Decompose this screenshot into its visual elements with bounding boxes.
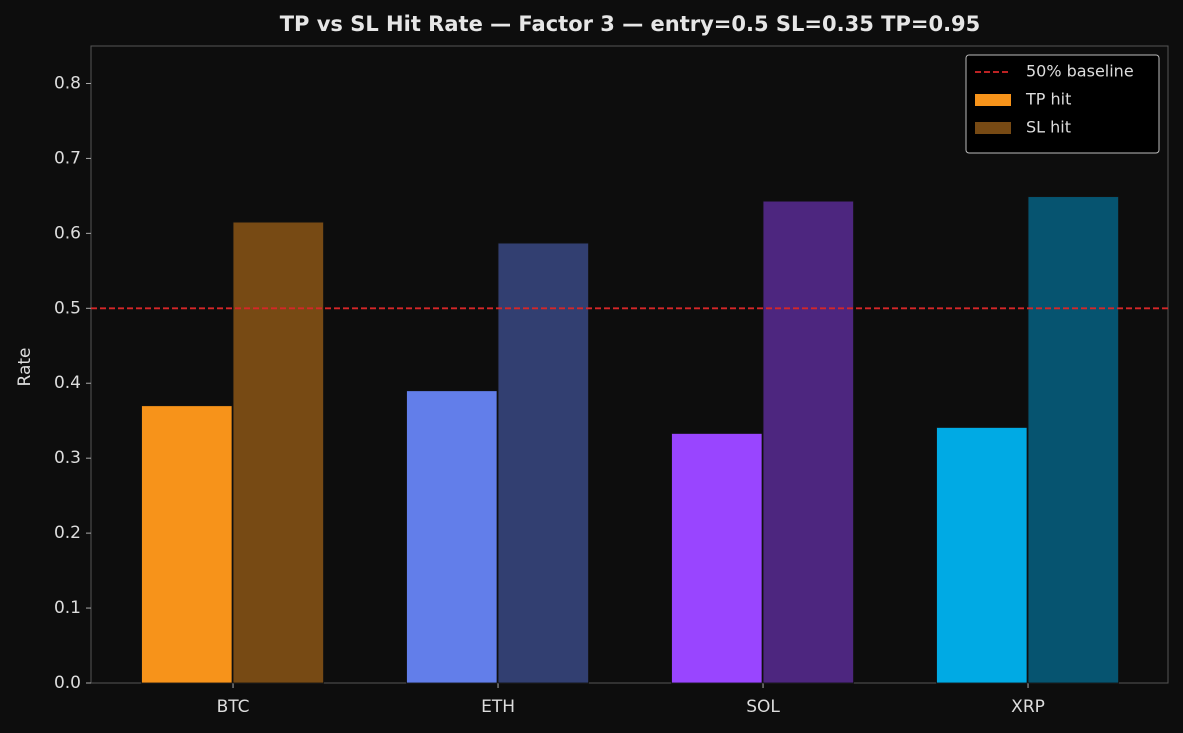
bar [406,390,498,684]
legend-swatch [975,122,1011,134]
y-tick-label: 0.7 [54,148,81,168]
y-axis-label: Rate [15,348,35,387]
y-tick-label: 0.6 [54,223,81,243]
bar [497,242,589,684]
legend-label: SL hit [1026,118,1071,137]
bar [141,405,233,684]
bar [671,433,763,684]
y-tick-label: 0.1 [54,598,81,618]
x-tick-label: SOL [746,697,780,717]
x-tick-label: BTC [217,697,250,717]
bar [762,200,854,684]
y-tick-label: 0.8 [54,73,81,93]
legend-swatch [975,94,1011,106]
legend-label: 50% baseline [1026,62,1134,81]
y-tick-label: 0.3 [54,448,81,468]
x-tick-label: XRP [1011,697,1045,717]
bar [232,221,324,684]
y-tick-label: 0.4 [54,373,81,393]
bar [936,427,1028,684]
y-tick-label: 0.2 [54,523,81,543]
y-tick-label: 0.5 [54,298,81,318]
chart-title: TP vs SL Hit Rate — Factor 3 — entry=0.5… [280,12,981,36]
legend-label: TP hit [1025,90,1071,109]
bar [1027,196,1119,684]
x-tick-label: ETH [481,697,515,717]
legend-box [965,54,1160,154]
y-tick-label: 0.0 [54,673,81,693]
